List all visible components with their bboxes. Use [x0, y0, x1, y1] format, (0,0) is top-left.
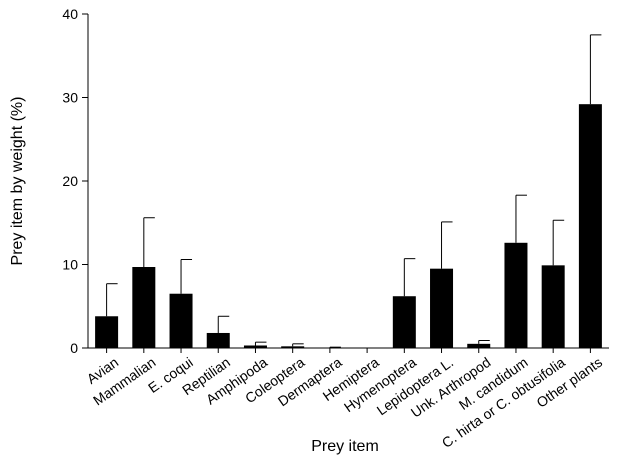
bar — [207, 333, 230, 348]
bar — [132, 267, 155, 348]
bar — [95, 316, 118, 348]
bar — [281, 346, 304, 348]
x-axis-title: Prey item — [311, 438, 379, 455]
bar — [170, 294, 193, 348]
plot-area — [88, 14, 609, 348]
bar — [244, 345, 267, 348]
bars — [95, 104, 602, 348]
y-axis: 0 10 20 30 40 — [62, 6, 88, 356]
bar — [504, 243, 527, 348]
y-tick-label: 40 — [62, 6, 78, 22]
bar — [542, 265, 565, 348]
y-tick-label: 10 — [62, 257, 78, 273]
bar — [467, 344, 490, 348]
bar — [393, 296, 416, 348]
y-tick-label: 30 — [62, 90, 78, 106]
bar — [579, 104, 602, 348]
y-axis-title: Prey item by weight (%) — [9, 97, 26, 266]
bar — [430, 269, 453, 348]
y-tick-label: 0 — [70, 340, 78, 356]
y-tick-label: 20 — [62, 173, 78, 189]
